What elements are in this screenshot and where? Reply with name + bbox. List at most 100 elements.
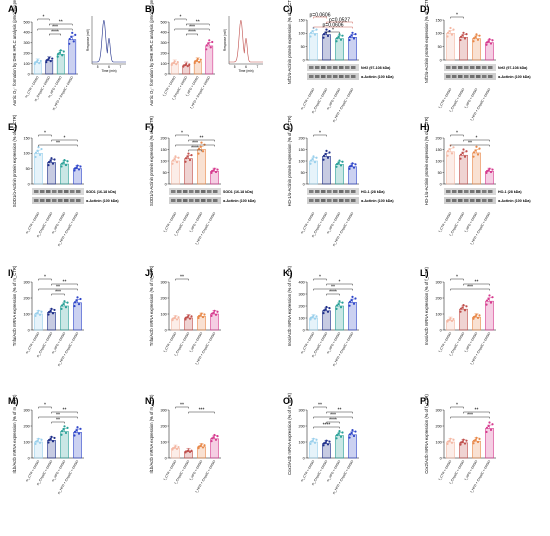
data-point: [452, 146, 455, 149]
panel-o: O)Cox2/Actb mRNA expression (% of m_CTR)…: [283, 392, 359, 495]
blot-label: α-Actinin (100 kDa): [498, 75, 531, 79]
data-point: [197, 147, 201, 150]
data-point: [474, 149, 477, 152]
y-tick-label: 200: [435, 424, 441, 428]
bar: [472, 440, 481, 459]
data-point: [174, 445, 177, 448]
data-point: [350, 299, 353, 302]
data-point: [488, 38, 491, 41]
y-tick-label: 0: [303, 328, 305, 332]
data-point: [475, 313, 478, 316]
blot-band: [458, 66, 463, 69]
data-point: [326, 34, 330, 38]
blot-band: [464, 75, 469, 78]
significance-label: ***: [330, 412, 336, 418]
blot-band: [327, 75, 332, 78]
significance-label: *: [181, 130, 183, 136]
blot-band: [327, 199, 332, 202]
significance-bracket: [37, 28, 73, 31]
data-point: [491, 39, 494, 42]
blot-band: [345, 190, 350, 193]
y-tick-label: 100: [435, 32, 441, 36]
y-tick-label: 0: [440, 182, 442, 186]
blot-band: [488, 190, 493, 193]
data-point: [476, 316, 480, 319]
blot-band: [76, 190, 81, 193]
blot-band: [195, 199, 200, 202]
data-point: [210, 312, 214, 315]
data-point: [309, 35, 312, 38]
significance-label: ****: [191, 145, 199, 151]
data-point: [324, 153, 327, 156]
data-point: [34, 314, 37, 318]
data-point: [66, 160, 69, 163]
panel-h: H)HO-1/α-Actinin protein expression (% o…: [420, 116, 531, 245]
data-point: [45, 61, 48, 64]
y-tick-label: 0: [165, 72, 167, 76]
data-point: [478, 147, 481, 150]
data-point: [315, 156, 318, 159]
inset-x-tick: 5: [97, 65, 99, 69]
data-point: [339, 164, 343, 167]
significance-label: **: [196, 19, 200, 25]
inset-y-label: Response (mV): [86, 29, 90, 51]
blot-band: [345, 75, 350, 78]
significance-label: **: [475, 407, 479, 413]
data-point: [50, 307, 53, 310]
data-point: [77, 168, 81, 171]
blot-label: HO-1 (28 kDa): [498, 190, 522, 194]
data-point: [216, 310, 219, 313]
significance-bracket: [326, 31, 340, 34]
data-point: [352, 37, 356, 40]
data-point: [62, 428, 65, 431]
y-tick-label: 0: [303, 58, 305, 62]
data-point: [463, 309, 467, 312]
significance-bracket: [174, 18, 187, 21]
significance-label: **: [59, 19, 63, 25]
data-point: [489, 170, 493, 174]
y-tick-label: 0: [165, 182, 167, 186]
bar: [68, 39, 77, 75]
panel-label: J): [145, 268, 153, 278]
data-point: [173, 60, 176, 63]
blot-label: Nrf2 (97-108 kDa): [498, 66, 528, 70]
y-tick-label: 300: [23, 41, 29, 45]
blot-band: [345, 66, 350, 69]
significance-bracket: [175, 406, 189, 409]
significance-label: **: [56, 412, 60, 418]
significance-label: ***: [55, 289, 61, 295]
inset-x-label: Time (min): [101, 69, 116, 73]
blot-band: [488, 75, 493, 78]
data-point: [446, 319, 450, 322]
blot-label: α-Actinin (100 kDa): [498, 199, 531, 203]
y-tick-label: 100: [298, 440, 304, 444]
blot-band: [177, 199, 182, 202]
y-tick-label: 300: [298, 408, 304, 412]
y-tick-label: 200: [435, 136, 441, 140]
significance-label: p=0.0606: [310, 12, 331, 18]
significance-bracket: [38, 144, 78, 147]
data-point: [73, 167, 77, 170]
panel-j: J)Tnfa/Actb mRNA expression (% of m_CTR)…: [145, 265, 221, 366]
blot-band: [482, 66, 487, 69]
data-point: [177, 445, 180, 449]
data-point: [197, 152, 200, 155]
data-point: [313, 441, 317, 444]
y-tick-label: 200: [23, 424, 29, 428]
data-point: [184, 160, 187, 163]
blot-band: [464, 190, 469, 193]
data-point: [465, 305, 468, 308]
data-point: [64, 431, 68, 435]
data-point: [209, 46, 212, 49]
data-point: [37, 146, 40, 149]
significance-label: *: [456, 402, 458, 408]
y-tick-label: 400: [160, 31, 166, 35]
data-point: [459, 35, 463, 38]
data-point: [488, 167, 491, 170]
data-point: [188, 450, 192, 454]
data-point: [36, 149, 39, 152]
y-tick-label: 50: [301, 171, 305, 175]
significance-bracket: [175, 144, 215, 147]
data-point: [351, 295, 354, 298]
data-point: [337, 161, 340, 164]
